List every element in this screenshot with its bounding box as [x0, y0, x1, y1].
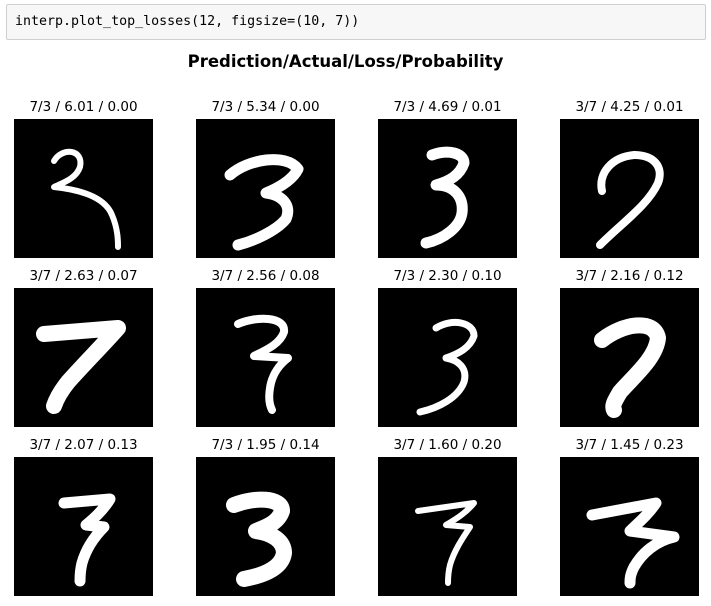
panel-title: 3/7 / 2.07 / 0.13	[29, 437, 138, 453]
panel-title: 3/7 / 2.63 / 0.07	[29, 268, 138, 284]
code-cell-source: interp.plot_top_losses(12, figsize=(10, …	[15, 14, 360, 29]
panel-title: 3/7 / 2.56 / 0.08	[211, 268, 320, 284]
panel-title: 3/7 / 4.25 / 0.01	[575, 99, 684, 115]
digit-image	[560, 119, 699, 258]
panel-title: 7/3 / 6.01 / 0.00	[29, 99, 138, 115]
digit-image	[378, 288, 517, 427]
digit-image	[14, 119, 153, 258]
panel-title: 3/7 / 1.45 / 0.23	[575, 437, 684, 453]
panel-title: 3/7 / 2.16 / 0.12	[575, 268, 684, 284]
panel-title: 7/3 / 4.69 / 0.01	[393, 99, 502, 115]
digit-image	[196, 119, 335, 258]
digit-image	[378, 119, 517, 258]
panel-title: 7/3 / 1.95 / 0.14	[211, 437, 320, 453]
panel-title: 3/7 / 1.60 / 0.20	[393, 437, 502, 453]
figure-title: Prediction/Actual/Loss/Probability	[187, 52, 504, 71]
digit-image	[196, 457, 335, 596]
panel-title: 7/3 / 5.34 / 0.00	[211, 99, 320, 115]
digit-image	[14, 288, 153, 427]
panel-title: 7/3 / 2.30 / 0.10	[393, 268, 502, 284]
code-cell[interactable]: interp.plot_top_losses(12, figsize=(10, …	[6, 4, 706, 40]
digit-image	[14, 457, 153, 596]
digit-image	[560, 288, 699, 427]
digit-image	[196, 288, 335, 427]
digit-image	[560, 457, 699, 596]
digit-image	[378, 457, 517, 596]
